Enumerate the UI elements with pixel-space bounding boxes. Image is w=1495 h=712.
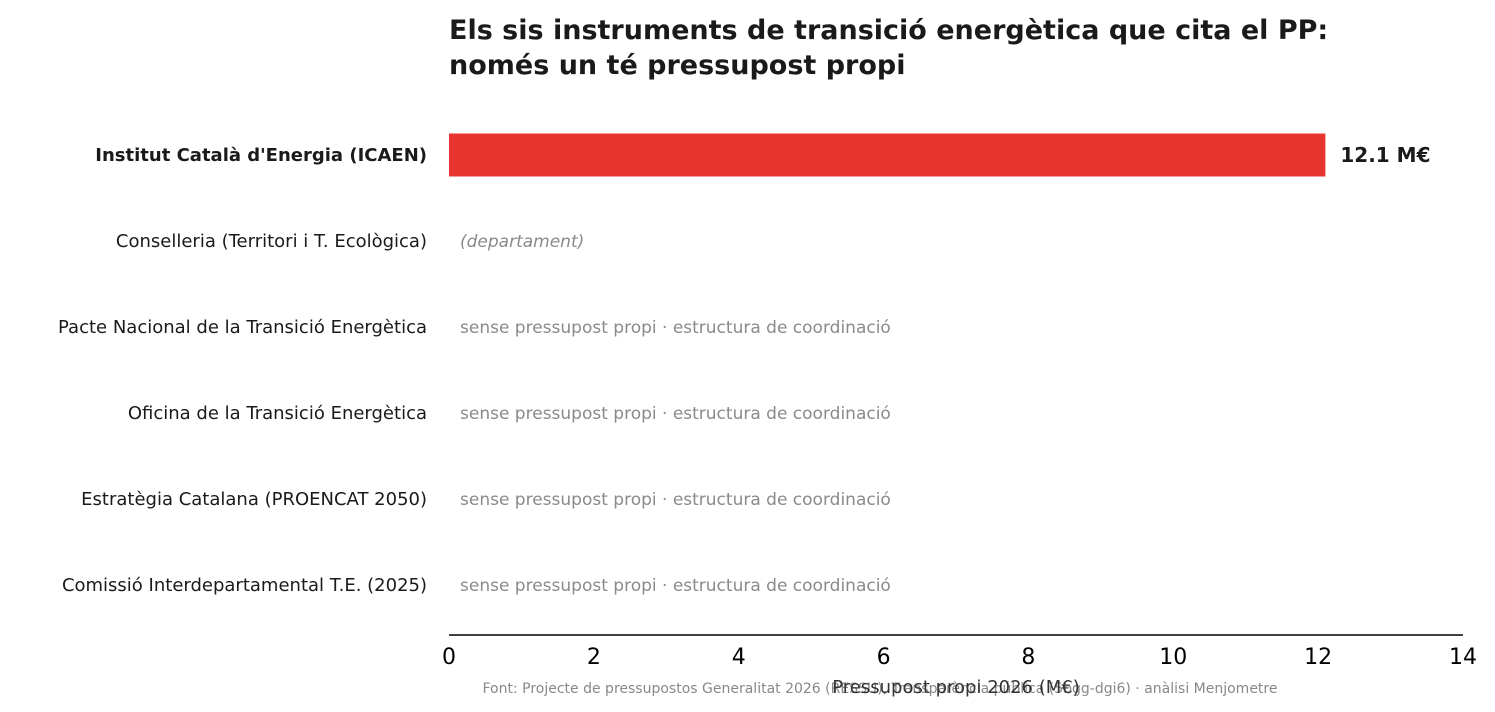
x-tick-label: 2 (587, 645, 601, 670)
chart-title: Els sis instruments de transició energèt… (449, 15, 1328, 81)
bar-annotation: sense pressupost propi · estructura de c… (460, 490, 891, 510)
bar-annotations: (departament) sense pressupost propi · es… (460, 232, 891, 596)
bars: 12.1 M€ (449, 133, 1431, 177)
category-label: Institut Català d'Energia (ICAEN) (95, 145, 427, 166)
category-label: Oficina de la Transició Energètica (128, 403, 427, 424)
bar-annotation: sense pressupost propi · estructura de c… (460, 318, 891, 338)
chart-title-line: només un té pressupost propi (449, 50, 906, 81)
source-note: Font: Projecte de pressupostos Generalit… (483, 681, 1278, 697)
bar-annotation: (departament) (460, 232, 584, 252)
category-label: Pacte Nacional de la Transició Energètic… (58, 317, 427, 338)
value-label: 12.1 M€ (1340, 143, 1430, 167)
x-tick-label: 10 (1159, 645, 1187, 670)
bar (449, 133, 1326, 177)
x-tick-label: 4 (732, 645, 746, 670)
x-axis-label: Pressupost propi 2026 (M€) (832, 677, 1080, 698)
category-label: Conselleria (Territori i T. Ecològica) (116, 231, 427, 252)
bar-annotation: sense pressupost propi · estructura de c… (460, 404, 891, 424)
category-label: Comissió Interdepartamental T.E. (2025) (62, 575, 427, 596)
x-tick-label: 14 (1449, 645, 1477, 670)
category-labels: Institut Català d'Energia (ICAEN) Consell… (58, 145, 427, 596)
bar-annotation: sense pressupost propi · estructura de c… (460, 576, 891, 596)
x-tick-label: 6 (877, 645, 891, 670)
chart-title-line: Els sis instruments de transició energèt… (449, 15, 1328, 46)
x-tick-label: 0 (442, 645, 456, 670)
x-axis: 0 2 4 6 8 10 12 14 (442, 634, 1477, 670)
category-label: Estratègia Catalana (PROENCAT 2050) (81, 489, 427, 510)
x-tick-label: 12 (1304, 645, 1332, 670)
x-tick-label: 8 (1021, 645, 1035, 670)
